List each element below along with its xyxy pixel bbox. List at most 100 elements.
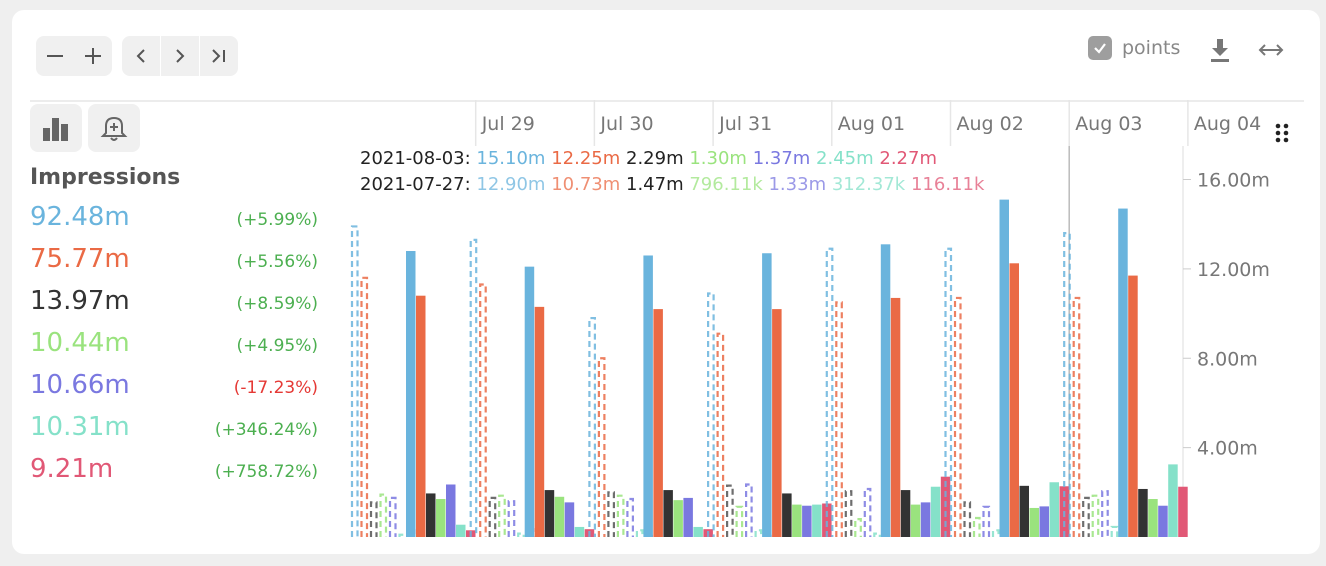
prev-button[interactable]	[122, 36, 160, 76]
prev-bar	[944, 247, 953, 537]
x-tick-label: Aug 03	[1075, 113, 1142, 135]
check-icon	[1094, 43, 1106, 54]
prev-bar	[982, 505, 991, 537]
tooltip-value: 312.37k	[832, 174, 911, 195]
expand-button[interactable]	[1256, 38, 1286, 62]
toolbar-divider	[30, 100, 1304, 102]
legend-change: (+4.95%)	[236, 336, 318, 356]
tooltip-value: 10.73m	[551, 174, 626, 195]
y-tick-label: 8.00m	[1197, 348, 1258, 370]
prev-bar	[635, 529, 644, 537]
x-tick-label: Aug 01	[838, 113, 905, 135]
current-bar	[1168, 464, 1178, 537]
current-bar	[643, 255, 653, 538]
chevron-right-icon	[176, 49, 185, 63]
chart-type-button[interactable]	[30, 104, 82, 152]
zoom-out-button[interactable]	[36, 36, 74, 76]
prev-bar	[616, 494, 625, 537]
prev-bar	[597, 357, 606, 537]
y-tick-label: 12.00m	[1197, 259, 1270, 281]
current-bar	[999, 199, 1009, 537]
legend-value: 10.66m	[30, 370, 130, 400]
current-bar	[782, 493, 792, 537]
zoom-in-button[interactable]	[74, 36, 112, 76]
legend-change: (+346.24%)	[214, 420, 318, 440]
separator	[160, 36, 161, 76]
minus-icon	[47, 55, 63, 57]
prev-bar	[469, 238, 478, 537]
tooltip-date: 2021-08-03:	[360, 148, 476, 169]
prev-bar	[1110, 525, 1119, 537]
prev-bar	[707, 292, 715, 537]
prev-bar	[498, 494, 506, 537]
tooltip-value: 15.10m	[476, 148, 551, 169]
current-bar	[900, 490, 911, 537]
legend-value: 10.31m	[30, 412, 130, 442]
chart-menu-button[interactable]	[1270, 120, 1294, 146]
prev-bar	[379, 493, 388, 537]
current-bar	[802, 505, 812, 537]
current-bar	[890, 297, 901, 537]
legend-item[interactable]: 75.77m (+5.56%)	[30, 244, 318, 284]
current-bar	[1009, 263, 1019, 537]
legend-item[interactable]: 10.31m (+346.24%)	[30, 412, 318, 452]
prev-bar	[991, 529, 1000, 537]
prev-bar	[963, 501, 972, 537]
next-button[interactable]	[161, 36, 199, 76]
prev-bar	[360, 276, 369, 537]
legend-item[interactable]: 10.44m (+4.95%)	[30, 328, 318, 368]
current-bar	[812, 504, 822, 537]
tooltip-value: 12.90m	[476, 174, 551, 195]
prev-bar	[1101, 490, 1109, 537]
chevron-left-icon	[136, 49, 145, 63]
drag-grip-icon	[1275, 123, 1289, 143]
prev-bar	[588, 316, 596, 537]
points-toggle[interactable]: points	[1088, 36, 1180, 60]
prev-bar	[1072, 296, 1081, 537]
tooltip-row: 2021-07-27: 12.90m 10.73m 1.47m 796.11k …	[360, 174, 985, 195]
current-bar	[1178, 486, 1188, 537]
legend-item[interactable]: 10.66m (-17.23%)	[30, 370, 318, 410]
current-bar	[792, 504, 802, 537]
prev-bar	[726, 484, 734, 537]
legend-item[interactable]: 9.21m (+758.72%)	[30, 454, 318, 494]
current-bar	[910, 504, 921, 537]
points-checkbox[interactable]	[1088, 36, 1112, 60]
prev-bar	[369, 501, 378, 537]
current-bar	[426, 493, 436, 537]
current-bar	[1128, 275, 1138, 537]
prev-bar	[479, 283, 487, 537]
add-alert-button[interactable]	[88, 104, 140, 152]
download-button[interactable]	[1206, 36, 1234, 64]
last-button[interactable]	[200, 36, 238, 76]
current-bar	[930, 486, 941, 537]
x-tick-label: Aug 02	[957, 113, 1024, 135]
current-bar	[554, 496, 565, 537]
points-label: points	[1122, 37, 1181, 59]
tooltip-value: 796.11k	[689, 174, 768, 195]
prev-bar	[507, 500, 516, 537]
prev-bar	[873, 532, 881, 537]
prev-bar	[972, 516, 981, 537]
legend-item[interactable]: 13.97m (+8.59%)	[30, 286, 318, 326]
prev-bar	[517, 532, 525, 537]
download-icon	[1211, 39, 1229, 62]
prev-bar	[854, 518, 862, 537]
y-tick-label: 4.00m	[1197, 438, 1258, 460]
tooltip-date: 2021-07-27:	[360, 174, 476, 195]
current-bar	[880, 244, 891, 537]
current-bar	[653, 309, 663, 537]
current-bar	[1049, 482, 1059, 537]
horizontal-resize-icon	[1258, 44, 1284, 56]
current-bar	[406, 251, 416, 538]
prev-bar	[1063, 232, 1071, 537]
tooltip-value: 2.45m	[816, 148, 879, 169]
legend-item[interactable]: 92.48m (+5.99%)	[30, 202, 318, 242]
x-tick-label: Jul 30	[599, 113, 653, 135]
current-bar	[446, 484, 456, 537]
current-bar	[822, 503, 832, 537]
current-bar	[544, 490, 555, 537]
legend-change: (+5.99%)	[236, 210, 318, 230]
current-bar	[574, 526, 585, 537]
prev-bar	[607, 491, 615, 537]
